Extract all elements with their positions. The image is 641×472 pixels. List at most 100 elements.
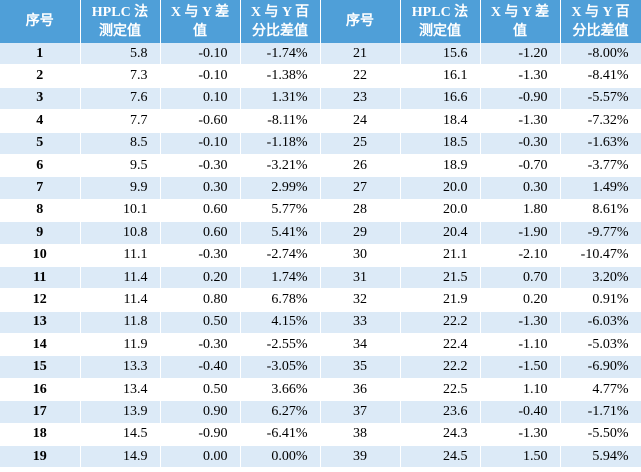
table-cell: 0.00% xyxy=(240,445,321,469)
table-cell: -1.63% xyxy=(560,132,641,155)
header-text: X 与 Y 差 xyxy=(170,4,230,20)
table-cell: 24.3 xyxy=(400,423,481,447)
table-cell: -0.40 xyxy=(480,400,561,424)
table-cell: -5.03% xyxy=(560,333,641,357)
table-row: 7 9.9 0.30 2.99% 27 20.0 0.30 1.49% xyxy=(0,176,641,200)
table-cell: -5.57% xyxy=(560,87,641,111)
table-cell: -0.40 xyxy=(160,355,241,379)
table-cell: 0.00 xyxy=(160,445,241,469)
table-cell: -1.30 xyxy=(480,64,561,88)
table-cell: -2.20 xyxy=(480,467,561,472)
table-cell: 21 xyxy=(320,43,401,66)
header-text: X 与 Y 百 xyxy=(250,4,310,20)
table-cell: 9.9 xyxy=(80,176,161,200)
table-cell: 7 xyxy=(0,176,81,200)
table-cell: -3.77% xyxy=(560,154,641,178)
table-cell: 11.8 xyxy=(80,311,161,335)
table-cell: -0.60 xyxy=(160,109,241,133)
table-cell: 7.7 xyxy=(80,109,161,133)
table-cell: 14 xyxy=(0,333,81,357)
header-cell: 序号 xyxy=(0,0,81,43)
table-cell: 10.8 xyxy=(80,221,161,245)
header-cell: HPLC 法测定值 xyxy=(80,0,161,43)
table-cell: -1.50 xyxy=(480,355,561,379)
table-cell: -3.05% xyxy=(240,355,321,379)
table-cell: -6.03% xyxy=(560,311,641,335)
header-cell: 序号 xyxy=(320,0,401,43)
table-cell: 17 xyxy=(0,400,81,424)
table-cell: 8.5 xyxy=(80,132,161,155)
table-cell: 18.5 xyxy=(400,132,481,155)
table-cell: -10.47% xyxy=(560,244,641,267)
table-row: 2015.41.106.90%4024.6-2.20-9.36% xyxy=(0,467,641,472)
table-cell: -0.70 xyxy=(480,154,561,178)
table-cell: 24.6 xyxy=(400,467,481,472)
table-cell: 0.30 xyxy=(480,176,561,200)
table-cell: -8.41% xyxy=(560,64,641,88)
table-cell: 9 xyxy=(0,221,81,245)
table-cell: -0.10 xyxy=(160,64,241,88)
table-cell: -0.90 xyxy=(160,423,241,447)
table-cell: 10 xyxy=(0,244,81,267)
table-row: 14 11.9 -0.30 -2.55% 34 22.4 -1.10 -5.03% xyxy=(0,333,641,357)
table-cell: -5.50% xyxy=(560,423,641,447)
header-text: 分比差值 xyxy=(572,23,629,39)
table-row: 13 11.8 0.50 4.15% 33 22.2 -1.30 -6.03% xyxy=(0,311,641,335)
table-cell: -3.21% xyxy=(240,154,321,178)
table-cell: -1.18% xyxy=(240,132,321,155)
table-cell: 7.3 xyxy=(80,64,161,88)
table-cell: -0.30 xyxy=(160,154,241,178)
table-cell: 1.31% xyxy=(240,87,321,111)
table-cell: -1.90 xyxy=(480,221,561,245)
table-cell: -2.55% xyxy=(240,333,321,357)
table-cell: 20.4 xyxy=(400,221,481,245)
table-row: 8 10.1 0.60 5.77% 28 20.0 1.80 8.61% xyxy=(0,199,641,223)
table-cell: 16.6 xyxy=(400,87,481,111)
table-row: 15 13.3 -0.40 -3.05% 35 22.2 -1.50 -6.90% xyxy=(0,355,641,379)
table-cell: 5.41% xyxy=(240,221,321,245)
table-cell: -1.10 xyxy=(480,333,561,357)
table-cell: 10.1 xyxy=(80,199,161,223)
table-cell: 0.20 xyxy=(160,266,241,290)
table-cell: -0.30 xyxy=(160,333,241,357)
table-row: 11 11.4 0.20 1.74% 31 21.5 0.70 3.20% xyxy=(0,266,641,290)
table-cell: 11 xyxy=(0,266,81,290)
table-cell: 32 xyxy=(320,288,401,312)
table-cell: 5.8 xyxy=(80,43,161,66)
table-cell: -1.71% xyxy=(560,400,641,424)
table-row: 18 14.5 -0.90 -6.41% 38 24.3 -1.30 -5.50% xyxy=(0,423,641,447)
table-cell: 1.50 xyxy=(480,445,561,469)
table-cell: 40 xyxy=(320,467,401,472)
table-cell: 2.99% xyxy=(240,176,321,200)
table-cell: 9.5 xyxy=(80,154,161,178)
table-cell: 28 xyxy=(320,199,401,223)
table-cell: -1.30 xyxy=(480,109,561,133)
table-cell: 4.77% xyxy=(560,378,641,402)
table-cell: 18 xyxy=(0,423,81,447)
table-cell: 20.0 xyxy=(400,176,481,200)
table-cell: 5.94% xyxy=(560,445,641,469)
table-cell: 1.80 xyxy=(480,199,561,223)
table-row: 5 8.5 -0.10 -1.18% 25 18.5 -0.30 -1.63% xyxy=(0,132,641,155)
table-cell: 37 xyxy=(320,400,401,424)
table-cell: 22.2 xyxy=(400,355,481,379)
table-cell: 11.1 xyxy=(80,244,161,267)
table-cell: 0.50 xyxy=(160,378,241,402)
table-cell: 18.4 xyxy=(400,109,481,133)
table-cell: 1.10 xyxy=(160,467,241,472)
table-cell: -9.77% xyxy=(560,221,641,245)
table-row: 12 11.4 0.80 6.78% 32 21.9 0.20 0.91% xyxy=(0,288,641,312)
table-cell: 1.49% xyxy=(560,176,641,200)
table-cell: 18.9 xyxy=(400,154,481,178)
table-cell: 0.91% xyxy=(560,288,641,312)
table-cell: 5.77% xyxy=(240,199,321,223)
table-cell: 21.1 xyxy=(400,244,481,267)
header-text: 序号 xyxy=(346,14,374,29)
table-cell: 0.60 xyxy=(160,221,241,245)
table-cell: -1.30 xyxy=(480,423,561,447)
table-cell: 4 xyxy=(0,109,81,133)
table-cell: 23.6 xyxy=(400,400,481,424)
table-cell: 16.1 xyxy=(400,64,481,88)
